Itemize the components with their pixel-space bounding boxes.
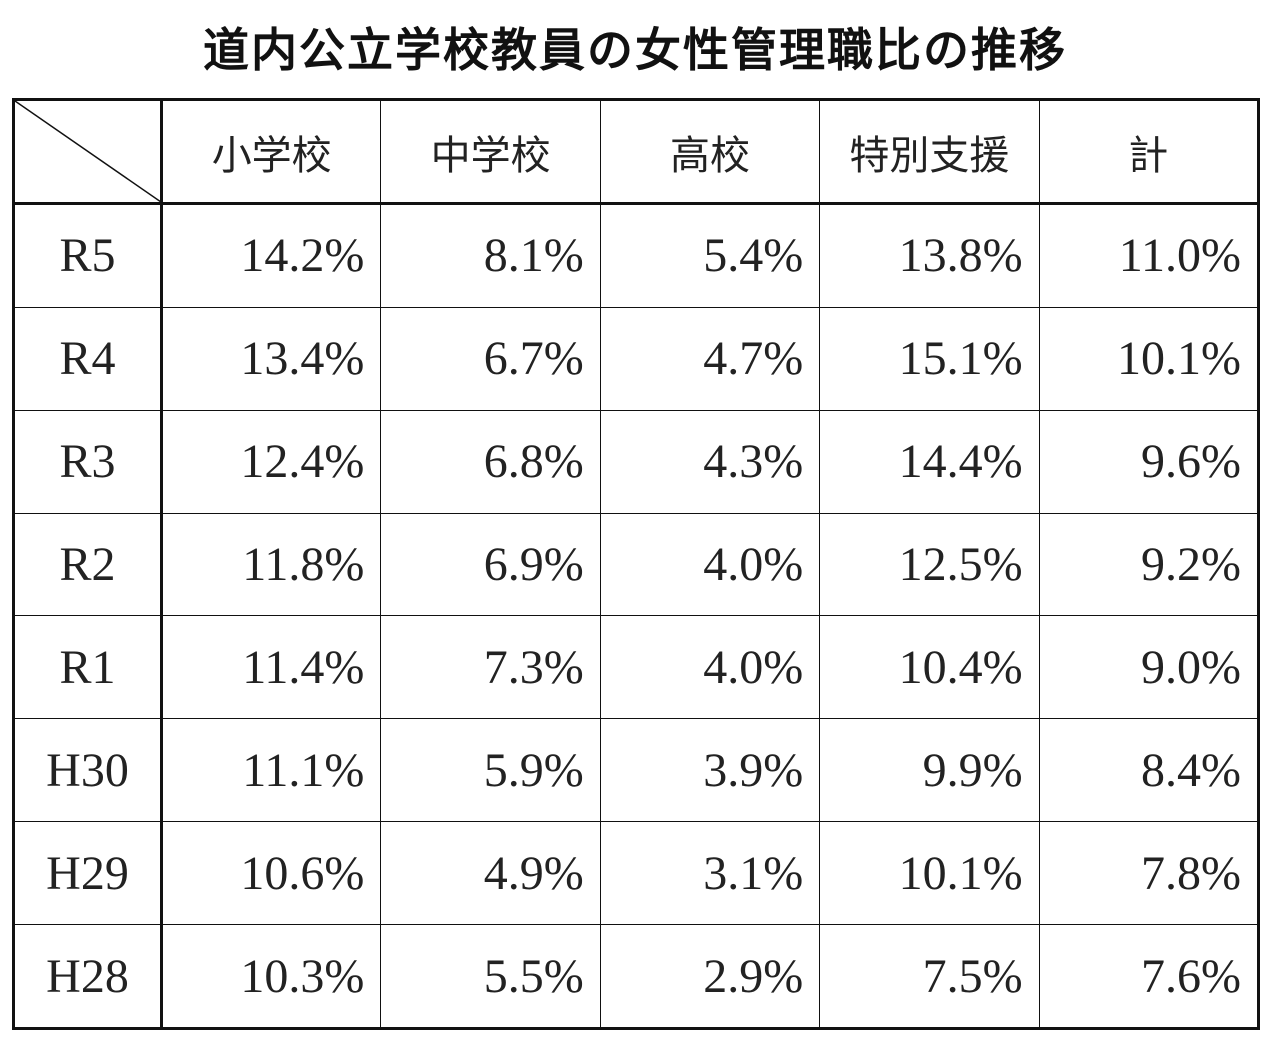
table-cell: 10.1% (819, 821, 1040, 926)
table-cell: 5.5% (380, 924, 601, 1029)
table-cell: 10.6% (160, 821, 382, 926)
column-header: 特別支援 (819, 99, 1040, 205)
row-label: R5 (13, 203, 163, 308)
table-cell: 7.3% (380, 615, 601, 720)
corner-cell (13, 99, 163, 205)
table-cell: 13.8% (819, 203, 1040, 308)
row-label: R1 (13, 615, 163, 720)
table-cell: 4.0% (599, 615, 821, 720)
table-row: H30 11.1% 5.9% 3.9% 9.9% 8.4% (13, 718, 1260, 823)
column-header: 高校 (599, 99, 821, 205)
table-cell: 3.9% (599, 718, 821, 823)
table-body: R5 14.2% 8.1% 5.4% 13.8% 11.0% R4 13.4% 6.7% 4.7%… (13, 203, 1260, 1029)
row-label: R4 (13, 306, 163, 411)
table-cell: 8.1% (380, 203, 601, 308)
table-cell: 3.1% (599, 821, 821, 926)
table-cell: 9.6% (1038, 409, 1260, 514)
column-header: 計 (1038, 99, 1260, 205)
table-cell: 13.4% (160, 306, 382, 411)
table-cell: 7.8% (1038, 821, 1260, 926)
table-cell: 11.1% (160, 718, 382, 823)
table-row: R1 11.4% 7.3% 4.0% 10.4% 9.0% (13, 615, 1260, 720)
row-label: R3 (13, 409, 163, 514)
column-header: 中学校 (380, 99, 601, 205)
table-row: R5 14.2% 8.1% 5.4% 13.8% 11.0% (13, 203, 1260, 308)
table-cell: 4.7% (599, 306, 821, 411)
row-label: H28 (13, 924, 163, 1029)
table-row: H28 10.3% 5.5% 2.9% 7.5% 7.6% (13, 924, 1260, 1029)
table-cell: 4.9% (380, 821, 601, 926)
table-cell: 9.0% (1038, 615, 1260, 720)
table-row: R2 11.8% 6.9% 4.0% 12.5% 9.2% (13, 512, 1260, 617)
table-cell: 15.1% (819, 306, 1040, 411)
data-table: 小学校 中学校 高校 特別支援計 R5 14.2% 8.1% 5.4% 13.8% 11.0% R… (12, 98, 1260, 1030)
table-cell: 8.4% (1038, 718, 1260, 823)
table-cell: 12.5% (819, 512, 1040, 617)
table-cell: 6.7% (380, 306, 601, 411)
table-cell: 9.2% (1038, 512, 1260, 617)
table-cell: 5.4% (599, 203, 821, 308)
table-cell: 11.0% (1038, 203, 1260, 308)
table-cell: 4.0% (599, 512, 821, 617)
table-cell: 10.4% (819, 615, 1040, 720)
row-label: R2 (13, 512, 163, 617)
table-cell: 11.8% (160, 512, 382, 617)
diagonal (15, 101, 161, 202)
table-cell: 9.9% (819, 718, 1040, 823)
row-label: H29 (13, 821, 163, 926)
table-cell: 2.9% (599, 924, 821, 1029)
table-cell: 14.4% (819, 409, 1040, 514)
table-cell: 5.9% (380, 718, 601, 823)
row-label: H30 (13, 718, 163, 823)
table-cell: 10.1% (1038, 306, 1260, 411)
table-row: R3 12.4% 6.8% 4.3% 14.4% 9.6% (13, 409, 1260, 514)
table-cell: 12.4% (160, 409, 382, 514)
header-row: 小学校 中学校 高校 特別支援計 (13, 99, 1260, 205)
table-row: H29 10.6% 4.9% 3.1% 10.1% 7.8% (13, 821, 1260, 926)
table-row: R4 13.4% 6.7% 4.7% 15.1% 10.1% (13, 306, 1260, 411)
table-cell: 10.3% (160, 924, 382, 1029)
title: 道内公立学校教員の女性管理職比の推移 (203, 23, 1067, 77)
table-cell: 14.2% (160, 203, 382, 308)
column-header: 小学校 (160, 99, 382, 205)
table-cell: 7.5% (819, 924, 1040, 1029)
table-cell: 11.4% (160, 615, 382, 720)
table-cell: 7.6% (1038, 924, 1260, 1029)
table-cell: 6.8% (380, 409, 601, 514)
table-cell: 6.9% (380, 512, 601, 617)
table-cell: 4.3% (599, 409, 821, 514)
